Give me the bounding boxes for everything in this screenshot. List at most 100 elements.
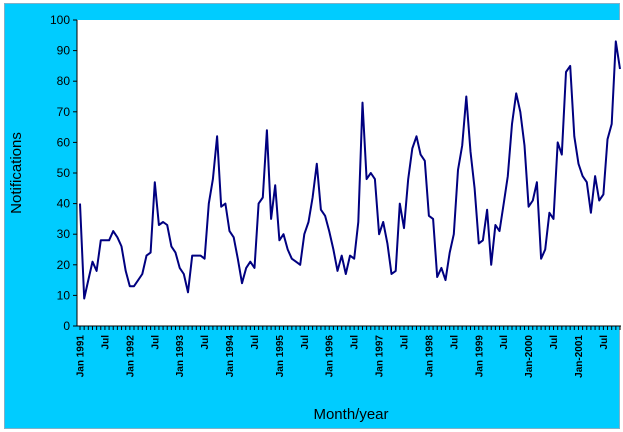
data-point <box>295 261 297 263</box>
data-point <box>262 196 264 198</box>
data-point <box>607 138 609 140</box>
data-point <box>220 206 222 208</box>
data-point <box>449 252 451 254</box>
data-point <box>403 227 405 229</box>
data-point <box>602 193 604 195</box>
data-point <box>598 200 600 202</box>
data-point <box>374 178 376 180</box>
data-point <box>191 255 193 257</box>
data-point <box>528 206 530 208</box>
y-tick-label: 0 <box>63 319 70 333</box>
x-tick-label: Jan 1995 <box>275 335 286 378</box>
data-point <box>216 135 218 137</box>
data-point <box>229 230 231 232</box>
data-point <box>179 267 181 269</box>
x-tick-label: Jan 1993 <box>175 335 186 378</box>
x-axis-title: Month/year <box>313 406 388 423</box>
data-point <box>270 218 272 220</box>
data-point <box>133 285 135 287</box>
data-point <box>499 230 501 232</box>
data-point <box>382 221 384 223</box>
data-point <box>274 184 276 186</box>
data-point <box>278 239 280 241</box>
data-point <box>582 175 584 177</box>
data-point <box>328 230 330 232</box>
data-point <box>283 233 285 235</box>
data-point <box>312 196 314 198</box>
data-point <box>141 273 143 275</box>
x-tick-label: Jan 1991 <box>76 335 87 378</box>
data-point <box>187 291 189 293</box>
data-point <box>494 224 496 226</box>
chart-frame: 0 10 20 30 40 50 60 70 80 90 100 Jan 1991 Jul Jan 19… <box>4 3 621 429</box>
data-point <box>519 111 521 113</box>
data-point <box>357 221 359 223</box>
data-point <box>611 123 613 125</box>
data-point <box>299 264 301 266</box>
data-point <box>536 181 538 183</box>
y-tick-label: 90 <box>57 44 71 58</box>
data-point <box>424 160 426 162</box>
data-point <box>577 163 579 165</box>
y-tick-label: 20 <box>57 258 71 272</box>
data-point <box>378 233 380 235</box>
data-point <box>183 273 185 275</box>
data-point <box>386 242 388 244</box>
x-tick-label: Jan-2000 <box>524 335 535 378</box>
data-point <box>370 172 372 174</box>
data-point <box>453 233 455 235</box>
data-point <box>586 181 588 183</box>
data-point <box>395 270 397 272</box>
data-point <box>241 282 243 284</box>
data-point <box>548 212 550 214</box>
x-tick-label: Jan 1997 <box>375 335 386 378</box>
data-point <box>436 276 438 278</box>
data-point <box>324 215 326 217</box>
y-tick-label: 30 <box>57 227 71 241</box>
data-point <box>291 258 293 260</box>
x-tick-label: Jan 1999 <box>474 335 485 378</box>
data-point <box>245 267 247 269</box>
data-point <box>469 151 471 153</box>
data-point <box>440 267 442 269</box>
x-tick-label: Jul <box>250 335 261 350</box>
data-point <box>316 163 318 165</box>
data-point <box>490 264 492 266</box>
data-point <box>332 249 334 251</box>
data-point <box>175 252 177 254</box>
data-point <box>415 135 417 137</box>
data-point <box>112 230 114 232</box>
data-point <box>224 203 226 205</box>
y-tick-label: 40 <box>57 197 71 211</box>
x-tick-label: Jul <box>400 335 411 350</box>
data-point <box>594 175 596 177</box>
series-layer <box>79 40 621 300</box>
data-point <box>121 245 123 247</box>
data-point <box>615 40 617 42</box>
data-point <box>158 224 160 226</box>
data-point <box>482 239 484 241</box>
data-point <box>287 249 289 251</box>
x-tick-label: Jul <box>200 335 211 350</box>
data-point <box>137 279 139 281</box>
data-point <box>590 212 592 214</box>
data-point <box>511 123 513 125</box>
y-tick-label: 70 <box>57 105 71 119</box>
data-point <box>366 178 368 180</box>
data-point <box>208 203 210 205</box>
data-point <box>478 242 480 244</box>
data-point <box>544 249 546 251</box>
data-point <box>162 221 164 223</box>
data-point <box>100 239 102 241</box>
plot-area <box>77 20 621 326</box>
data-point <box>145 255 147 257</box>
y-tick-label: 100 <box>50 13 70 27</box>
data-point <box>237 258 239 260</box>
data-point <box>233 236 235 238</box>
data-point <box>249 261 251 263</box>
y-axis-title: Notifications <box>8 132 25 214</box>
x-tick-label: Jan-2001 <box>574 335 585 378</box>
data-point <box>341 255 343 257</box>
data-point <box>154 181 156 183</box>
